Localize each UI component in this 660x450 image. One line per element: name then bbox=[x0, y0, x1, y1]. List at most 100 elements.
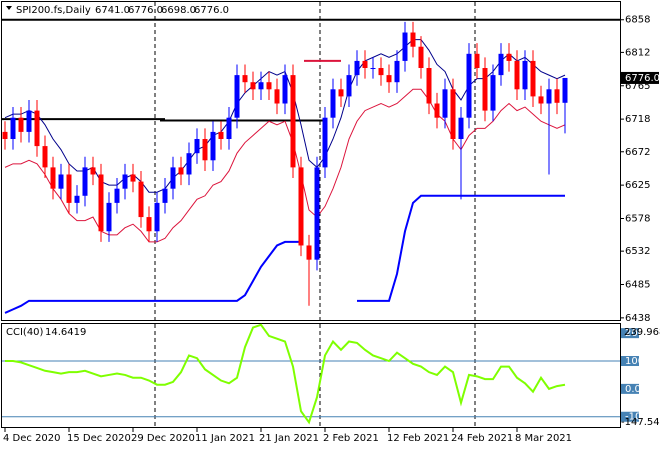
candle-body bbox=[434, 103, 440, 118]
candle-body bbox=[242, 75, 248, 83]
candle-body bbox=[114, 188, 120, 203]
candle-body bbox=[418, 46, 424, 69]
candle-body bbox=[122, 174, 128, 189]
candle-body bbox=[330, 89, 336, 118]
candle-body bbox=[250, 82, 256, 90]
candle-body bbox=[346, 75, 352, 97]
candle-body bbox=[282, 75, 288, 104]
y-tick-label: 6812 bbox=[625, 47, 650, 58]
y-tick-label: 6438 bbox=[625, 313, 650, 324]
candle-body bbox=[362, 60, 368, 69]
candle-body bbox=[98, 174, 104, 232]
y-tick-label: 6532 bbox=[625, 246, 650, 257]
y-tick-label: 0.00 bbox=[625, 384, 647, 395]
candle-body bbox=[498, 53, 504, 76]
candle-body bbox=[2, 131, 8, 139]
candle-body bbox=[546, 89, 552, 104]
candle-body bbox=[138, 181, 144, 218]
candle-body bbox=[538, 96, 544, 104]
candle-body bbox=[466, 53, 472, 118]
tick-bg bbox=[621, 383, 639, 394]
tick-bg bbox=[621, 411, 639, 422]
candle-body bbox=[410, 32, 416, 47]
x-tick-label: 24 Feb 2021 bbox=[451, 433, 513, 444]
candle-body bbox=[186, 153, 192, 175]
candle-body bbox=[50, 167, 56, 189]
x-tick-label: 15 Dec 2020 bbox=[67, 433, 131, 444]
candle-body bbox=[370, 68, 376, 70]
candle-body bbox=[426, 68, 432, 104]
candle-body bbox=[306, 245, 312, 260]
x-tick-label: 12 Feb 2021 bbox=[387, 433, 449, 444]
x-tick-label: 4 Dec 2020 bbox=[3, 433, 61, 444]
candle-body bbox=[458, 117, 464, 139]
candle-body bbox=[530, 60, 536, 97]
candle-body bbox=[58, 174, 64, 189]
x-tick-label: 29 Dec 2020 bbox=[131, 433, 195, 444]
ohlc-label: 6776.0 bbox=[128, 5, 163, 16]
y-range-label: -147.546 bbox=[621, 417, 660, 428]
candle-body bbox=[258, 82, 264, 90]
candle-body bbox=[218, 131, 224, 139]
x-tick-label: 2 Feb 2021 bbox=[323, 433, 379, 444]
candle-body bbox=[202, 138, 208, 161]
candle-body bbox=[82, 167, 88, 196]
candle-body bbox=[394, 60, 400, 83]
candle-body bbox=[506, 53, 512, 61]
candle-body bbox=[274, 89, 280, 104]
candle-body bbox=[386, 75, 392, 83]
y-tick-label: 200 bbox=[625, 328, 644, 339]
y-tick-label: -100 bbox=[625, 412, 648, 423]
candle-body bbox=[290, 75, 296, 168]
candle-body bbox=[234, 75, 240, 118]
candle-body bbox=[482, 68, 488, 111]
ohlc-label: 6776.0 bbox=[194, 5, 229, 16]
candle-body bbox=[66, 174, 72, 203]
y-range-label: 239.9682 bbox=[624, 327, 660, 338]
last-price-label: 6776.0 bbox=[625, 73, 660, 84]
y-tick-label: 6718 bbox=[625, 114, 650, 125]
candle-body bbox=[130, 174, 136, 182]
y-tick-label: 6578 bbox=[625, 213, 650, 224]
y-tick-label: 6485 bbox=[625, 280, 650, 291]
candle-body bbox=[26, 110, 32, 132]
candle-body bbox=[514, 60, 520, 90]
ohlc-label: 6698.0 bbox=[161, 5, 196, 16]
candle-body bbox=[554, 89, 560, 103]
x-tick-label: 11 Jan 2021 bbox=[195, 433, 255, 444]
candle-body bbox=[450, 89, 456, 139]
candle-body bbox=[34, 110, 40, 147]
y-tick-label: 6858 bbox=[625, 15, 650, 26]
candle-body bbox=[210, 131, 216, 161]
candle-body bbox=[18, 117, 24, 132]
candle-body bbox=[106, 202, 112, 232]
y-tick-label: 6625 bbox=[625, 180, 650, 191]
candle-body bbox=[562, 77, 568, 103]
candle-body bbox=[162, 188, 168, 203]
candle-body bbox=[194, 138, 200, 154]
candle-body bbox=[226, 117, 232, 139]
candle-body bbox=[314, 167, 320, 260]
y-tick-label: 100 bbox=[625, 356, 644, 367]
indicator-line bbox=[4, 88, 566, 243]
candle-body bbox=[522, 60, 528, 90]
candle-body bbox=[338, 89, 344, 97]
candle-body bbox=[178, 167, 184, 175]
candle-body bbox=[322, 117, 328, 168]
candle-body bbox=[146, 217, 152, 232]
candle-body bbox=[170, 167, 176, 189]
candle-body bbox=[266, 82, 272, 90]
candle-body bbox=[442, 89, 448, 118]
candle-body bbox=[490, 75, 496, 111]
tick-bg bbox=[621, 328, 639, 339]
cci-value: 14.6419 bbox=[45, 327, 86, 338]
x-tick-label: 8 Mar 2021 bbox=[515, 433, 572, 444]
candle-body bbox=[378, 68, 384, 76]
y-tick-label: 6672 bbox=[625, 147, 650, 158]
candle-body bbox=[42, 146, 48, 168]
price-panel bbox=[1, 1, 621, 321]
candle-body bbox=[298, 167, 304, 246]
cci-title: CCI(40) bbox=[6, 327, 44, 338]
y-tick-label: 6765 bbox=[625, 81, 650, 92]
